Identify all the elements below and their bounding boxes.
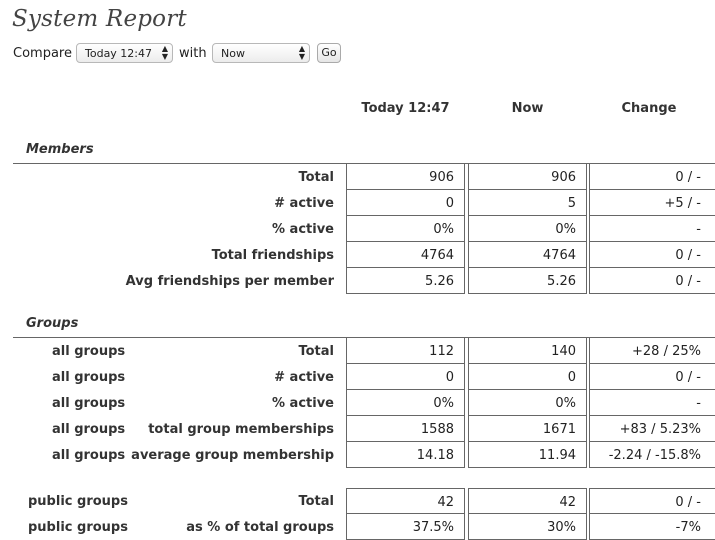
with-label: with <box>179 46 207 61</box>
row-label: Total friendships <box>211 248 334 263</box>
table-row: public groups as % of total groups 37.5%… <box>0 514 715 540</box>
row-group: all groups <box>52 448 126 463</box>
value-now: 0 <box>468 364 587 390</box>
table-row: all groups total group memberships 1588 … <box>0 416 715 442</box>
value-from: 0% <box>346 390 465 416</box>
value-change: - <box>589 390 715 416</box>
value-change: 0 / - <box>589 268 715 294</box>
row-label: Total <box>298 170 334 185</box>
value-now: 5.26 <box>468 268 587 294</box>
value-from: 42 <box>346 488 465 514</box>
value-from: 5.26 <box>346 268 465 294</box>
table-row: Total 906 906 0 / - <box>0 164 715 190</box>
table-row: Avg friendships per member 5.26 5.26 0 /… <box>0 268 715 294</box>
value-from: 0% <box>346 216 465 242</box>
compare-to-value: Now <box>221 47 245 60</box>
value-from: 14.18 <box>346 442 465 468</box>
table-row: % active 0% 0% - <box>0 216 715 242</box>
value-change: 0 / - <box>589 488 715 514</box>
value-change: 0 / - <box>589 164 715 190</box>
go-button[interactable]: Go <box>317 43 341 63</box>
compare-label: Compare <box>13 46 72 61</box>
value-change: 0 / - <box>589 242 715 268</box>
value-now: 42 <box>468 488 587 514</box>
value-from: 1588 <box>346 416 465 442</box>
value-now: 11.94 <box>468 442 587 468</box>
value-now: 0% <box>468 216 587 242</box>
row-label: average group membership <box>131 448 334 463</box>
value-change: -2.24 / -15.8% <box>589 442 715 468</box>
table-row: all groups average group membership 14.1… <box>0 442 715 468</box>
section-title-groups: Groups <box>26 316 79 331</box>
value-from: 0 <box>346 190 465 216</box>
row-group: all groups <box>52 370 126 385</box>
compare-to-select[interactable]: Now ▲ ▼ <box>212 43 310 63</box>
row-label: Total <box>298 344 334 359</box>
row-group: public groups <box>28 520 128 535</box>
compare-from-select[interactable]: Today 12:47 ▲ ▼ <box>76 43 173 63</box>
value-change: +5 / - <box>589 190 715 216</box>
value-now: 4764 <box>468 242 587 268</box>
value-from: 37.5% <box>346 514 465 540</box>
value-change: +83 / 5.23% <box>589 416 715 442</box>
row-label: # active <box>274 370 334 385</box>
row-label: % active <box>272 396 334 411</box>
section-divider <box>13 337 715 338</box>
value-now: 140 <box>468 338 587 364</box>
page-title: System Report <box>12 6 187 32</box>
section-divider <box>13 163 715 164</box>
table-row: all groups Total 112 140 +28 / 25% <box>0 338 715 364</box>
column-header-now: Now <box>511 101 544 116</box>
select-arrows-icon: ▲ ▼ <box>161 44 168 61</box>
row-label: total group memberships <box>148 422 334 437</box>
value-now: 906 <box>468 164 587 190</box>
value-change: +28 / 25% <box>589 338 715 364</box>
column-header-change: Change <box>621 101 677 116</box>
select-arrows-icon: ▲ ▼ <box>298 44 305 61</box>
row-group: all groups <box>52 396 126 411</box>
row-label: Avg friendships per member <box>125 274 334 289</box>
table-row: all groups # active 0 0 0 / - <box>0 364 715 390</box>
value-now: 0% <box>468 390 587 416</box>
value-from: 112 <box>346 338 465 364</box>
row-label: as % of total groups <box>186 520 334 535</box>
row-group: public groups <box>28 494 128 509</box>
row-label: Total <box>298 494 334 509</box>
compare-from-value: Today 12:47 <box>85 47 153 60</box>
row-label: % active <box>272 222 334 237</box>
column-header-from: Today 12:47 <box>361 101 450 116</box>
table-row: public groups Total 42 42 0 / - <box>0 488 715 514</box>
row-group: all groups <box>52 422 126 437</box>
value-now: 5 <box>468 190 587 216</box>
value-from: 0 <box>346 364 465 390</box>
row-label: # active <box>274 196 334 211</box>
value-change: 0 / - <box>589 364 715 390</box>
value-change: -7% <box>589 514 715 540</box>
value-now: 30% <box>468 514 587 540</box>
value-from: 4764 <box>346 242 465 268</box>
table-row: Total friendships 4764 4764 0 / - <box>0 242 715 268</box>
value-now: 1671 <box>468 416 587 442</box>
value-from: 906 <box>346 164 465 190</box>
table-row: all groups % active 0% 0% - <box>0 390 715 416</box>
row-group: all groups <box>52 344 126 359</box>
section-title-members: Members <box>26 142 94 157</box>
value-change: - <box>589 216 715 242</box>
table-row: # active 0 5 +5 / - <box>0 190 715 216</box>
